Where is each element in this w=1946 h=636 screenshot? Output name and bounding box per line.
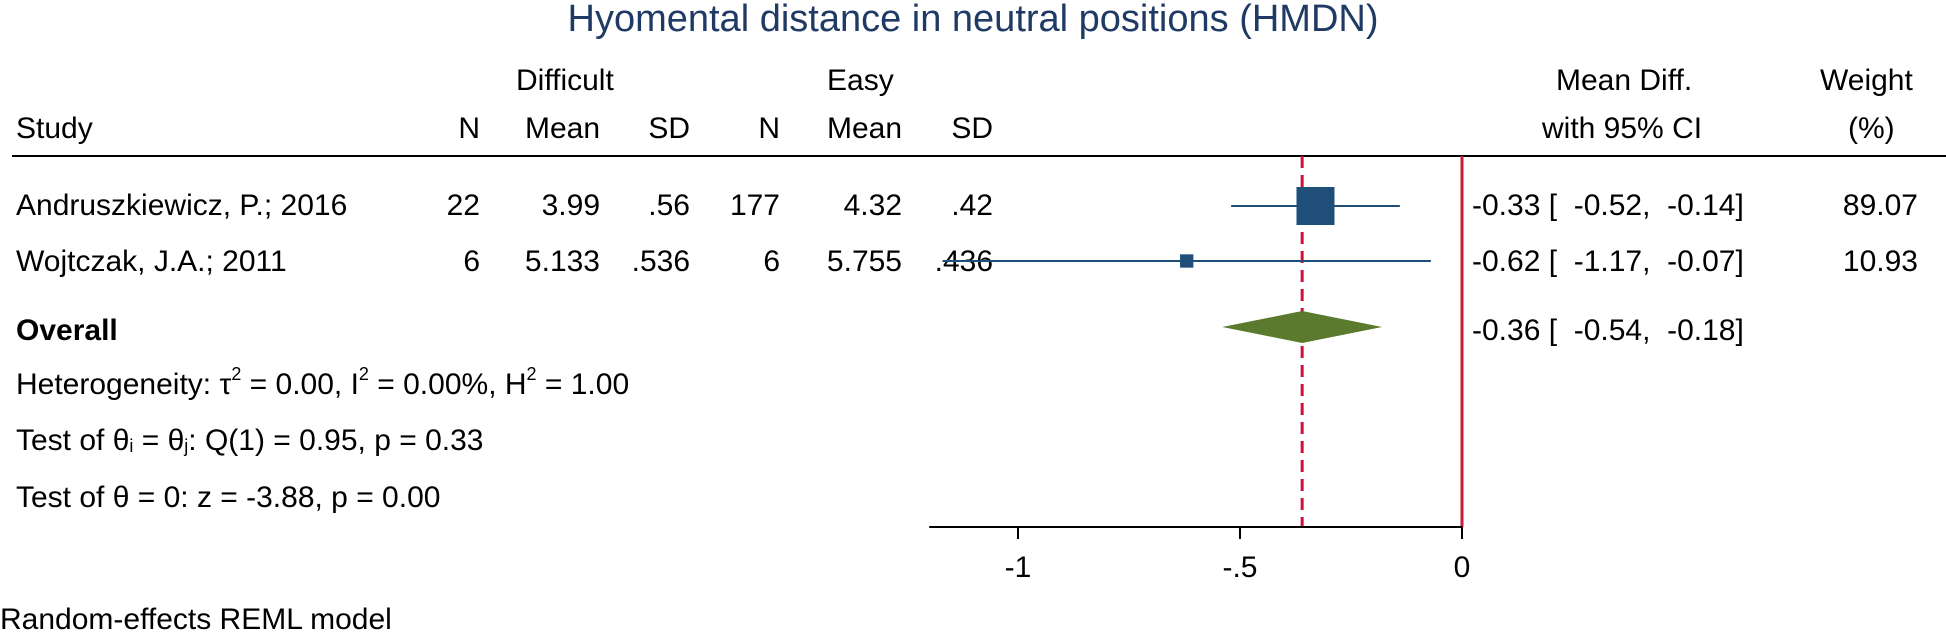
test-zero-effect: Test of θ = 0: z = -3.88, p = 0.00 (16, 481, 441, 514)
overall-ci-text: -0.36 [ -0.54, -0.18] (1472, 314, 1744, 347)
study-n-difficult: 6 (463, 245, 480, 278)
study-mean-easy: 5.755 (826, 245, 902, 278)
header-mean-easy: Mean (826, 112, 902, 145)
study-sd-difficult: .56 (648, 189, 690, 222)
header-n-difficult: N (458, 112, 480, 145)
overall-diamond (1222, 311, 1383, 343)
test-equal-effects: Test of θi = θj: Q(1) = 0.95, p = 0.33 (16, 424, 484, 457)
header-weight-line2: (%) (1848, 112, 1895, 145)
chart-title: Hyomental distance in neutral positions … (567, 0, 1379, 40)
header-weight-line1: Weight (1820, 64, 1913, 97)
study-n-difficult: 22 (446, 189, 480, 222)
study-ci-text: -0.62 [ -1.17, -0.07] (1472, 245, 1744, 278)
x-axis-tick-label: 0 (1454, 551, 1471, 584)
study-weight: 10.93 (1842, 245, 1918, 278)
study-n-easy: 6 (763, 245, 780, 278)
study-n-easy: 177 (729, 189, 780, 222)
study-sd-easy: .42 (951, 189, 993, 222)
group-header-easy: Easy (827, 64, 894, 97)
overall-label: Overall (16, 314, 118, 347)
study-effect-square (1180, 254, 1194, 268)
group-header-difficult: Difficult (516, 64, 614, 97)
header-study: Study (16, 112, 93, 145)
model-note: Random-effects REML model (0, 603, 392, 636)
header-n-easy: N (758, 112, 780, 145)
header-effect-line1: Mean Diff. (1556, 64, 1693, 97)
study-mean-difficult: 5.133 (524, 245, 600, 278)
study-name: Andruszkiewicz, P.; 2016 (16, 189, 348, 222)
heterogeneity-stats: Heterogeneity: τ2 = 0.00, I2 = 0.00%, H2… (16, 364, 630, 401)
header-effect-line2: with 95% CI (1542, 112, 1703, 145)
study-sd-difficult: .536 (631, 245, 690, 278)
header-mean-difficult: Mean (524, 112, 600, 145)
study-weight: 89.07 (1842, 189, 1918, 222)
study-mean-difficult: 3.99 (541, 189, 600, 222)
header-sd-easy: SD (951, 112, 993, 145)
study-ci-text: -0.33 [ -0.52, -0.14] (1472, 189, 1744, 222)
x-axis-tick-label: -1 (1005, 551, 1032, 584)
study-name: Wojtczak, J.A.; 2011 (16, 245, 287, 278)
study-mean-easy: 4.32 (843, 189, 902, 222)
x-axis-tick-label: -.5 (1222, 551, 1257, 584)
study-effect-square (1296, 187, 1335, 225)
header-sd-difficult: SD (648, 112, 690, 145)
